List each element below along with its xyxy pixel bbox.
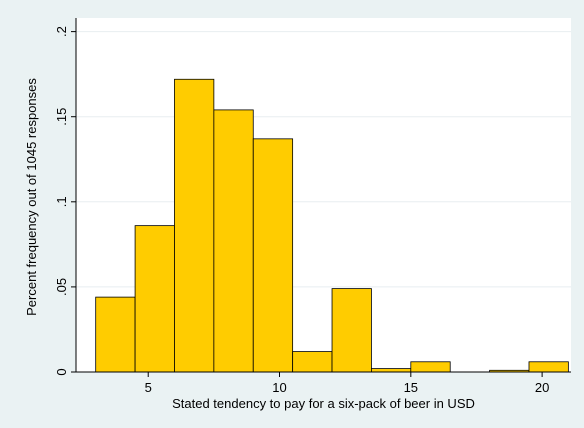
histogram-bar xyxy=(252,138,294,373)
y-tick-label: 0 xyxy=(54,368,69,375)
histogram-bar xyxy=(95,296,136,373)
x-tick-label: 15 xyxy=(404,380,418,395)
histogram-bar xyxy=(174,78,215,373)
axes: 0 .05 .1 .15 .2 5 10 15 20 xyxy=(54,18,571,395)
histogram-bar xyxy=(213,109,254,373)
histogram-bar xyxy=(371,368,412,373)
histogram-bar xyxy=(528,361,569,373)
histogram-bar xyxy=(331,288,372,373)
y-tick-label: .2 xyxy=(54,26,69,37)
histogram-bar xyxy=(410,361,451,373)
histogram-bar xyxy=(134,225,175,373)
histogram-bar xyxy=(292,351,333,373)
x-axis-label: Stated tendency to pay for a six-pack of… xyxy=(172,396,475,411)
y-axis-label: Percent frequency out of 1045 responses xyxy=(24,78,39,316)
x-tick-label: 5 xyxy=(145,380,152,395)
y-tick-label: .1 xyxy=(54,196,69,207)
x-tick-label: 10 xyxy=(272,380,286,395)
y-tick-label: .15 xyxy=(54,108,69,126)
y-tick-label: .05 xyxy=(54,278,69,296)
x-tick-label: 20 xyxy=(535,380,549,395)
